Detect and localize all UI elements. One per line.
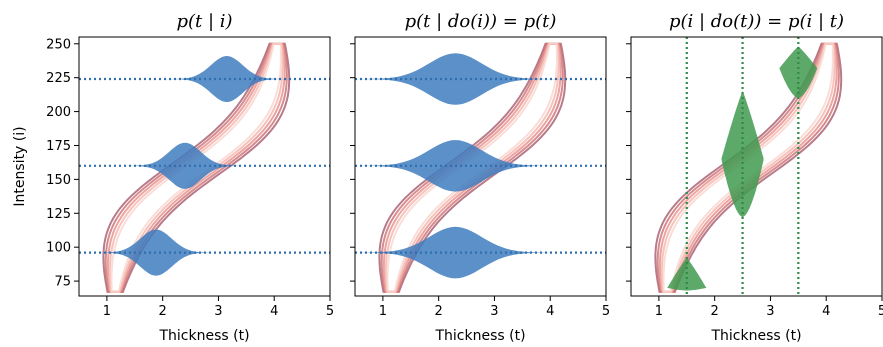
y-ticks: 75 100 125 150 175 200 225 250	[46, 37, 79, 290]
x-tick-label: 3	[490, 304, 498, 319]
panel-3: 1 2 3 4 5 p(i | do(t)) = p(i | t) Thickness …	[626, 11, 883, 344]
axes-frame	[354, 36, 607, 297]
density-contour	[380, 42, 564, 293]
x-tick-label: 4	[546, 304, 554, 319]
density-contour	[104, 42, 288, 293]
violin-shape	[355, 140, 573, 192]
y-tick-label: 200	[46, 105, 71, 120]
density-contours	[102, 42, 291, 293]
x-axis-label: Thickness (t)	[158, 328, 249, 344]
x-tick-label: 5	[878, 304, 883, 319]
density-contours	[378, 42, 567, 293]
x-tick-label: 5	[326, 304, 334, 319]
y-tick-label: 225	[46, 71, 71, 86]
density-contour	[110, 42, 282, 293]
y-tick-label: 175	[46, 139, 71, 154]
conditioning-lines	[685, 37, 800, 296]
conditioning-lines	[79, 77, 330, 254]
x-tick-label: 1	[655, 304, 663, 319]
y-axis-label: Intensity (i)	[12, 126, 28, 206]
x-tick-label: 2	[711, 304, 719, 319]
violin-shape	[721, 91, 764, 218]
x-tick-label: 1	[379, 304, 387, 319]
y-tick-label: 100	[46, 241, 71, 256]
x-tick-label: 4	[270, 304, 278, 319]
y-ticks	[350, 43, 355, 282]
x-ticks: 1 2 3 4 5	[103, 296, 334, 319]
conditioning-lines	[355, 77, 606, 254]
density-contour	[384, 42, 560, 293]
y-ticks	[626, 43, 631, 282]
density-contour	[656, 42, 840, 293]
panel-1: 1 2 3 4 5 75 100 125 150 175 200 225 250 p(t | i) T…	[12, 11, 334, 344]
panel-title: p(t | do(i)) = p(t)	[405, 11, 557, 32]
y-tick-label: 250	[46, 37, 71, 52]
density-contour	[108, 42, 284, 293]
violin-shape	[355, 53, 573, 105]
violin-shape	[667, 258, 707, 291]
x-tick-label: 5	[602, 304, 610, 319]
x-tick-label: 2	[159, 304, 167, 319]
density-contours	[654, 42, 843, 293]
x-axis-label: Thickness (t)	[434, 328, 525, 344]
x-tick-label: 2	[435, 304, 443, 319]
x-tick-label: 4	[822, 304, 830, 319]
y-tick-label: 125	[46, 207, 71, 222]
density-contour	[386, 42, 558, 293]
axes-frame	[630, 36, 883, 297]
violin-shape	[156, 56, 298, 103]
y-tick-label: 150	[46, 173, 71, 188]
x-ticks: 1 2 3 4 5	[655, 296, 883, 319]
x-axis-label: Thickness (t)	[710, 328, 801, 344]
panel-2: 1 2 3 4 5 p(t | do(i)) = p(t) Thickness (t)	[350, 11, 610, 344]
axes-frame	[78, 36, 331, 297]
violin-shape	[355, 226, 573, 279]
panel-title: p(i | do(t)) = p(i | t)	[669, 11, 844, 32]
y-tick-label: 75	[54, 275, 71, 290]
x-ticks: 1 2 3 4 5	[379, 296, 610, 319]
panel-title: p(t | i)	[176, 11, 232, 32]
x-tick-label: 3	[766, 304, 774, 319]
x-tick-label: 1	[103, 304, 111, 319]
violins	[355, 53, 573, 279]
x-tick-label: 3	[214, 304, 222, 319]
density-contour	[660, 42, 836, 293]
